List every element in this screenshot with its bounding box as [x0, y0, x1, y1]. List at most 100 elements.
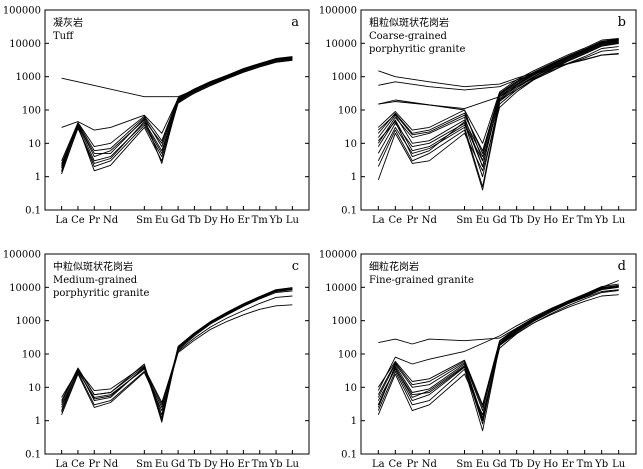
y-tick-label: 1000 [332, 72, 357, 83]
y-tick-label: 0.1 [341, 450, 357, 461]
x-tick-label: La [55, 215, 68, 226]
series-line-8 [61, 304, 293, 415]
series-line-4 [61, 290, 293, 413]
x-tick-label: Lu [612, 215, 626, 226]
x-tick-label: Pr [407, 215, 419, 226]
y-tick-label: 100 [338, 350, 357, 361]
y-tick-label: 1 [351, 172, 357, 183]
x-tick-label: Tb [188, 215, 201, 226]
y-tick-label: 10 [344, 139, 357, 150]
y-tick-label: 10000 [325, 39, 357, 50]
panel-title-line: 细粒花岗岩 [369, 260, 419, 273]
x-tick-label: Pr [407, 459, 419, 469]
x-tick-label: Gd [492, 459, 507, 469]
series-line-6 [61, 295, 293, 408]
y-tick-label: 100 [22, 350, 41, 361]
series-line-15 [377, 38, 619, 152]
x-tick-label: Tm [577, 459, 594, 469]
y-tick-label: 10 [344, 383, 357, 394]
x-tick-label: Pr [89, 459, 101, 469]
y-tick-label: 100 [338, 106, 357, 117]
x-tick-label: Yb [594, 215, 608, 226]
panel-letter: a [291, 15, 299, 30]
x-tick-label: Gd [171, 459, 186, 469]
panel-title-line: porphyritic granite [369, 44, 465, 55]
x-tick-label: Yb [269, 459, 283, 469]
series-line-7 [61, 59, 293, 172]
y-tick-label: 1 [35, 172, 41, 183]
x-tick-label: Ho [220, 459, 235, 469]
x-tick-label: Er [562, 215, 574, 226]
y-tick-label: 10000 [9, 283, 41, 294]
series-line-11 [377, 39, 619, 158]
series-line-10 [61, 57, 293, 166]
x-tick-label: La [372, 215, 385, 226]
x-tick-label: Lu [286, 459, 300, 469]
x-tick-label: Ho [543, 215, 558, 226]
panel-letter: d [618, 259, 626, 274]
x-tick-label: Sm [456, 459, 473, 469]
panel-letter: c [292, 259, 299, 274]
x-tick-label: Dy [527, 459, 541, 469]
panel-title-line: 粗粒似斑状花岗岩 [369, 16, 449, 29]
y-tick-label: 10 [28, 383, 41, 394]
y-tick-label: 100000 [3, 250, 41, 261]
x-tick-label: Dy [204, 215, 218, 226]
y-tick-label: 100000 [3, 6, 41, 17]
y-tick-label: 1000 [16, 316, 41, 327]
x-tick-label: Ho [543, 459, 558, 469]
panel-title-line: Medium-grained [53, 275, 138, 286]
x-tick-label: Tm [577, 215, 594, 226]
x-tick-label: Nd [422, 459, 438, 469]
series-line-5 [61, 287, 293, 416]
series-line-7 [61, 288, 293, 419]
x-tick-label: Lu [612, 459, 626, 469]
panel-title-line: 中粒似斑状花岗岩 [53, 260, 133, 273]
x-tick-label: Tm [252, 459, 269, 469]
series-line-8 [377, 42, 619, 191]
y-tick-label: 100000 [319, 250, 357, 261]
y-tick-label: 1 [35, 416, 41, 427]
x-tick-label: Dy [204, 459, 218, 469]
x-tick-label: Ce [389, 459, 403, 469]
y-tick-label: 1000 [16, 72, 41, 83]
series-line-10 [377, 280, 619, 408]
y-tick-label: 10 [28, 139, 41, 150]
x-tick-label: Nd [422, 215, 438, 226]
x-tick-label: Er [562, 459, 574, 469]
series-line-6 [377, 41, 619, 178]
x-tick-label: Pr [89, 215, 101, 226]
y-tick-label: 1000 [332, 316, 357, 327]
series-line-9 [377, 43, 619, 181]
y-tick-label: 10000 [325, 283, 357, 294]
x-tick-label: Sm [136, 459, 153, 469]
x-tick-label: Yb [269, 215, 283, 226]
panel-title-line: Tuff [53, 31, 74, 42]
x-tick-label: Dy [527, 215, 541, 226]
series-line-5 [61, 59, 293, 175]
x-tick-label: Tb [510, 459, 523, 469]
y-tick-label: 0.1 [341, 206, 357, 217]
series-line-13 [378, 49, 619, 110]
x-tick-label: Ce [71, 215, 85, 226]
x-tick-label: Eu [155, 459, 169, 469]
x-tick-label: Tb [188, 459, 201, 469]
x-tick-label: Er [237, 459, 249, 469]
series-line-3 [61, 57, 293, 171]
x-tick-label: Tb [510, 215, 523, 226]
y-tick-label: 100000 [319, 6, 357, 17]
series-line-8 [61, 56, 293, 161]
series-line-14 [377, 40, 619, 168]
chart-panel-c: 0.1 1 10 100 1000 10000 100000 La Ce Pr Nd Sm Eu Gd Tb… [3, 250, 310, 469]
y-tick-label: 0.1 [25, 450, 41, 461]
panel-title-line: Coarse-grained [369, 31, 448, 42]
y-tick-label: 0.1 [25, 206, 41, 217]
x-tick-label: Er [237, 215, 249, 226]
x-tick-label: Gd [171, 215, 186, 226]
plot-frame [44, 9, 310, 211]
series-line-10 [377, 38, 619, 144]
x-tick-label: Tm [252, 215, 269, 226]
panel-title-line: porphyritic granite [53, 288, 149, 299]
series-line-8 [377, 286, 619, 425]
x-tick-label: Eu [476, 215, 490, 226]
